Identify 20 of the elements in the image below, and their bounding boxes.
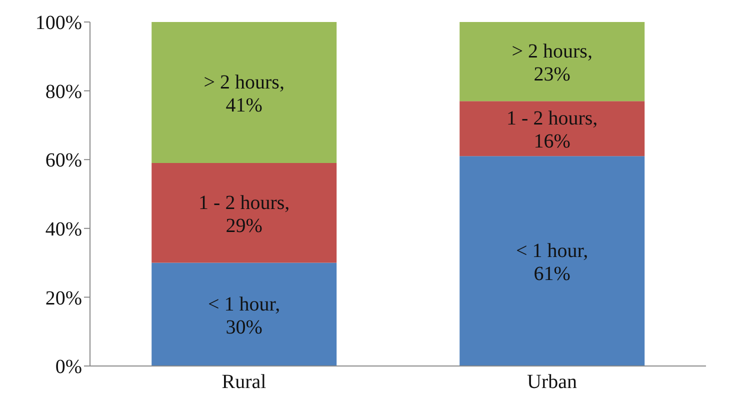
bar — [460, 22, 645, 102]
data-label: < 1 hour, 61% — [516, 240, 588, 286]
data-label: 1 - 2 hours, 29% — [198, 192, 290, 237]
x-tick-label: Urban — [527, 371, 577, 394]
bar — [152, 262, 337, 366]
bar — [460, 156, 645, 366]
y-tick-label: 40% — [45, 218, 82, 240]
y-tick-label: 20% — [45, 287, 82, 310]
y-tick-label: 60% — [45, 150, 82, 172]
data-label: 1 - 2 hours, 16% — [506, 108, 598, 153]
bar — [152, 22, 337, 164]
data-label: > 2 hours, 23% — [512, 40, 592, 86]
data-label: < 1 hour, 30% — [208, 293, 280, 338]
data-label: > 2 hours, 41% — [204, 72, 284, 117]
bar — [460, 101, 645, 156]
y-tick-label: 100% — [35, 12, 82, 34]
y-tick-label: 80% — [45, 80, 82, 103]
y-tick-label: 0% — [55, 356, 82, 378]
x-tick-label: Rural — [222, 371, 267, 394]
bar — [152, 163, 337, 263]
